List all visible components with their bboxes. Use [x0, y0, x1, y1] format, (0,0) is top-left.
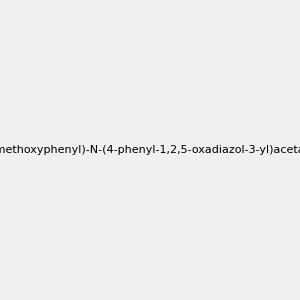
Text: 2-(4-methoxyphenyl)-N-(4-phenyl-1,2,5-oxadiazol-3-yl)acetamide: 2-(4-methoxyphenyl)-N-(4-phenyl-1,2,5-ox… — [0, 145, 300, 155]
